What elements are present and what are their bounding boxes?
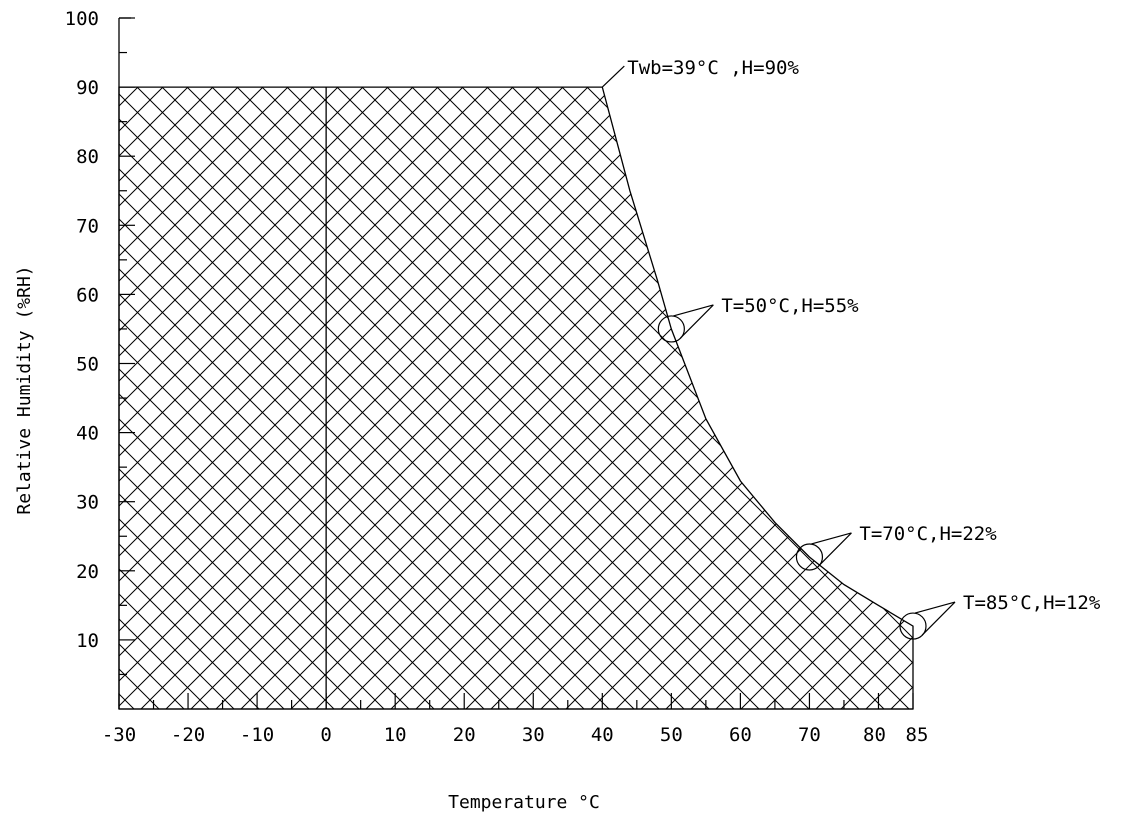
- y-tick-label: 100: [65, 8, 99, 30]
- x-tick-label: 10: [384, 724, 407, 746]
- highlight-circle: [899, 612, 927, 640]
- highlight-circle: [795, 543, 824, 571]
- x-tick-label: 80: [863, 724, 886, 746]
- y-tick-labels: 10 20 30 40 50 60 70 80 90 100: [65, 8, 99, 652]
- y-axis-title: Relative Humidity (%RH): [14, 265, 35, 514]
- annotation: T=70°C,H=22%: [795, 523, 997, 571]
- leader-line: [914, 601, 956, 614]
- x-tick-label: -20: [171, 724, 205, 746]
- leader-line: [680, 304, 714, 339]
- annotation-label: T=70°C,H=22%: [859, 523, 997, 545]
- annotation: T=50°C,H=55%: [657, 295, 859, 343]
- annotations: Twb=39°C ,H=90% T=50°C,H=55% T=70°C,H=22% T…: [601, 57, 1101, 640]
- y-tick-label: 80: [76, 146, 99, 168]
- y-tick-label: 90: [76, 77, 99, 99]
- leader-line: [818, 532, 852, 567]
- y-tick-label: 40: [76, 423, 99, 445]
- y-tick-label: 30: [76, 492, 99, 514]
- leader-line: [921, 601, 956, 636]
- x-tick-label: 85: [906, 724, 929, 746]
- annotation: T=85°C,H=12%: [899, 592, 1101, 640]
- tick-marks: [118, 17, 914, 709]
- x-tick-label: 20: [453, 724, 476, 746]
- x-tick-label: 50: [660, 724, 683, 746]
- y-tick-label: 60: [76, 284, 99, 306]
- x-tick-label: 30: [522, 724, 545, 746]
- x-tick-label: 60: [729, 724, 752, 746]
- leader-line: [811, 532, 852, 545]
- y-tick-label: 50: [76, 354, 99, 376]
- annotation-label: T=50°C,H=55%: [721, 295, 859, 317]
- y-tick-label: 10: [76, 630, 99, 652]
- x-axis-title: Temperature °C: [448, 792, 600, 813]
- y-tick-label: 20: [76, 561, 99, 583]
- leader-line: [673, 304, 714, 317]
- hatched-area: [118, 86, 914, 710]
- x-tick-label: 70: [798, 724, 821, 746]
- highlight-circle: [657, 315, 685, 343]
- x-tick-label: 40: [591, 724, 614, 746]
- y-tick-label: 70: [76, 215, 99, 237]
- hatch-fill: [119, 87, 913, 710]
- x-tick-label: -10: [240, 724, 274, 746]
- leader-line: [601, 65, 625, 88]
- annotation-label: Twb=39°C ,H=90%: [627, 57, 799, 79]
- x-tick-label: 0: [320, 724, 331, 746]
- annotation-label: T=85°C,H=12%: [963, 592, 1101, 614]
- annotation: Twb=39°C ,H=90%: [601, 57, 799, 88]
- x-tick-label: -30: [102, 724, 136, 746]
- x-tick-labels: -30 -20 -10 0 10 20 30 40 50 60 70 80 85: [102, 724, 929, 746]
